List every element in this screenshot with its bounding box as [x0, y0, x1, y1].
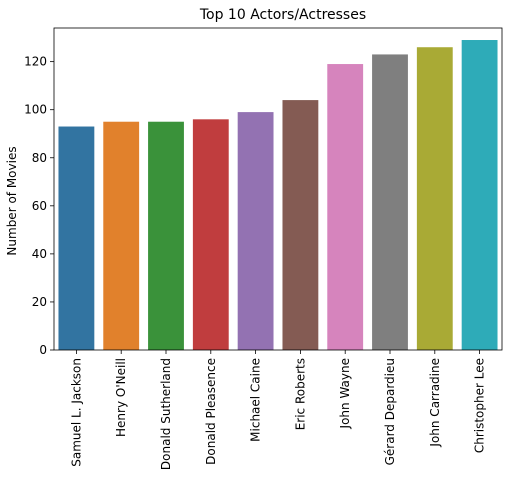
x-tick-label: Gérard Depardieu — [383, 358, 397, 465]
x-tick-label: Donald Sutherland — [159, 358, 173, 470]
bar — [327, 64, 364, 351]
plot-frame — [53, 27, 503, 351]
bar — [148, 121, 184, 350]
x-ticks-group: Samuel L. Jackson Henry O'Neill Donald Sut… — [69, 350, 487, 470]
bar — [192, 119, 229, 350]
bar — [103, 121, 140, 350]
chart-title: Top 10 Actors/Actresses — [199, 7, 366, 23]
y-tick-label: 40 — [32, 247, 47, 261]
x-tick-label: Henry O'Neill — [114, 358, 128, 437]
y-tick-label: 0 — [39, 343, 47, 357]
x-tick-label: Donald Pleasence — [204, 358, 218, 465]
y-tick-label: 120 — [24, 55, 47, 69]
x-tick-label: Samuel L. Jackson — [69, 358, 83, 467]
bar — [372, 54, 408, 351]
y-axis-label: Number of Movies — [5, 146, 19, 255]
y-tick-label: 80 — [32, 151, 47, 165]
bar — [58, 126, 95, 350]
x-tick-label: John Carradine — [428, 358, 442, 448]
y-ticks-group: 0 20 40 60 80 100 120 — [24, 55, 54, 357]
y-tick-label: 60 — [32, 199, 47, 213]
y-tick-label: 100 — [24, 103, 47, 117]
y-tick-label: 20 — [32, 295, 47, 309]
bars-group — [58, 40, 498, 351]
x-tick-label: Eric Roberts — [293, 358, 307, 430]
x-tick-label: Michael Caine — [249, 358, 263, 442]
x-tick-label: John Wayne — [338, 358, 352, 429]
bar — [237, 112, 274, 350]
bar — [461, 40, 498, 351]
bar — [282, 100, 319, 350]
bar — [416, 47, 453, 351]
x-tick-label: Christopher Lee — [473, 358, 487, 453]
